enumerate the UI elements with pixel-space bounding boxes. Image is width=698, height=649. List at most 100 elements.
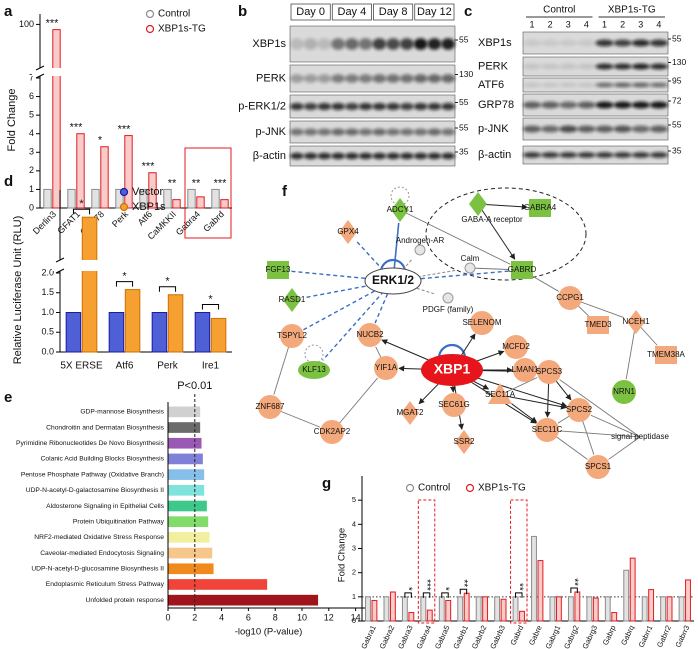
node-label: KLF13 — [302, 365, 326, 374]
node — [587, 316, 609, 334]
node-label: RASD1 — [279, 295, 306, 304]
blot-band — [303, 74, 318, 83]
sig-label: ** — [192, 177, 201, 189]
y-axis-label: Fold Change — [6, 89, 18, 152]
row-label: p-JNK — [478, 123, 509, 135]
blot-band — [290, 38, 304, 50]
blot-band — [559, 82, 578, 88]
bar — [211, 188, 220, 209]
blot-band — [427, 38, 442, 50]
x-tick-label: Gabra4 — [174, 209, 202, 237]
blot-band — [386, 102, 400, 111]
bar — [482, 596, 489, 622]
column-label: Day 8 — [379, 6, 408, 18]
sig-label: * — [165, 276, 170, 288]
y-tick-label: 2 — [352, 568, 356, 577]
blot-band — [303, 38, 318, 50]
row-label: XBP1s — [478, 37, 512, 49]
blot-band — [400, 128, 414, 136]
sig-label: ** — [513, 583, 524, 591]
bar — [371, 599, 378, 622]
x-axis-label: -log10 (P-value) — [235, 627, 303, 638]
sig-label: *** — [142, 161, 156, 173]
blot-band — [372, 38, 387, 50]
column-box — [331, 3, 372, 21]
y-tick-label: 1.5 — [41, 287, 54, 297]
blot-band — [577, 39, 596, 47]
x-tick-label: Gabrd — [508, 624, 525, 647]
blot-band — [559, 125, 578, 133]
y-tick-label: Unfolded protein response — [86, 597, 165, 604]
bar-chart: 01234567100Derlin3***GFAT1***GRP78*Perk*… — [6, 9, 232, 242]
node-label: TMED3 — [584, 320, 612, 329]
node — [612, 380, 636, 404]
threshold-label: P<0.01 — [177, 380, 212, 392]
node-label: SEC11A — [485, 390, 516, 399]
node — [627, 310, 645, 334]
sig-bracket — [158, 286, 177, 292]
axis-break — [32, 68, 232, 76]
y-tick-label: 1 — [29, 184, 34, 194]
blot-band — [559, 39, 578, 47]
x-tick-label: 10 — [297, 612, 307, 622]
blot-band — [631, 152, 650, 158]
node-label: LMAN1 — [512, 365, 539, 374]
y-tick-label: 0 — [29, 202, 34, 212]
sig-bracket — [201, 304, 220, 310]
column-box — [373, 3, 414, 21]
row-label: GRP78 — [478, 99, 514, 111]
node-label: SPCS3 — [536, 367, 563, 376]
y-tick-label: 2 — [29, 165, 34, 175]
blot-band — [358, 38, 373, 50]
bar — [168, 437, 202, 449]
blot-band — [317, 128, 332, 136]
blot-band — [386, 152, 400, 160]
bar — [168, 484, 205, 496]
lane-label: 3 — [566, 19, 571, 29]
lane-label: 3 — [638, 19, 643, 29]
column-box — [290, 3, 331, 21]
bar — [168, 500, 207, 512]
x-tick-label: Gabrb2 — [470, 624, 489, 649]
bar — [567, 596, 574, 622]
x-tick-label: Gabrg3 — [580, 624, 599, 649]
row-label: p-ERK1/2 — [238, 100, 286, 112]
bar — [445, 599, 452, 622]
bar — [163, 188, 172, 209]
bar — [187, 188, 196, 209]
blot-band — [317, 38, 332, 50]
x-tick-label: Derlin3 — [31, 209, 58, 236]
node — [358, 323, 382, 347]
blot-band — [595, 152, 614, 158]
hbar-chart: GDP-mannose Biosynthesis Chondroitin and … — [16, 380, 369, 638]
bar — [210, 317, 227, 353]
bar — [604, 596, 611, 622]
node — [655, 346, 677, 364]
marker-label: 130 — [459, 69, 473, 79]
legend-label: Control — [418, 483, 450, 494]
bar — [168, 547, 213, 559]
bar — [124, 289, 141, 353]
blot-band — [317, 102, 332, 111]
lane-label: 4 — [584, 19, 589, 29]
bar — [660, 596, 667, 622]
self-loop — [437, 343, 467, 359]
node — [513, 358, 537, 382]
blot-band — [372, 74, 387, 83]
group-label: Control — [543, 5, 575, 16]
panel-label: g — [322, 475, 331, 492]
row-label: XBP1s — [252, 38, 286, 50]
blot-band — [290, 74, 304, 83]
blot-band — [523, 63, 542, 70]
blot-band — [577, 101, 596, 109]
blot-band — [358, 128, 373, 136]
y-tick-label: 4 — [352, 519, 356, 528]
highlight-box — [417, 499, 436, 624]
node-label: MCFD2 — [502, 342, 530, 351]
node — [488, 383, 512, 404]
blot-band — [386, 128, 400, 136]
x-tick-label: 5X ERSE — [60, 361, 103, 372]
node-label: TMEM38A — [647, 350, 685, 359]
legend-marker — [119, 202, 129, 212]
blot-band — [541, 125, 560, 133]
